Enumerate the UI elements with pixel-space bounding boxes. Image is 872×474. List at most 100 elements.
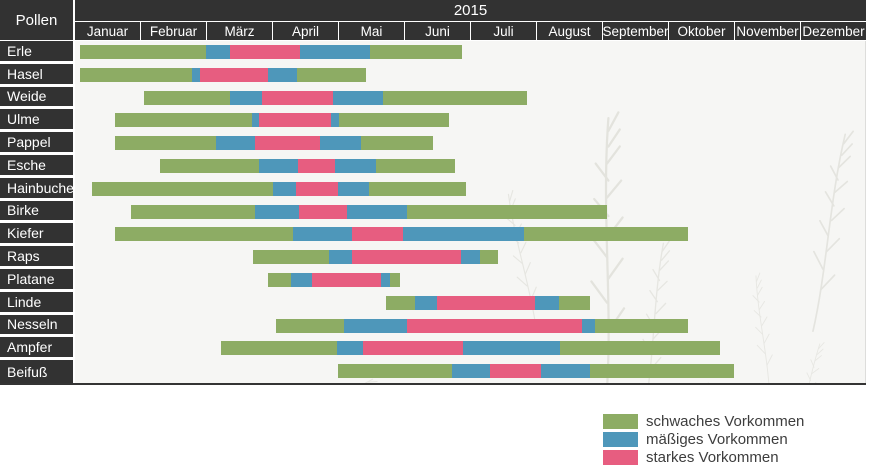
pollen-row-label: Ulme [0,109,73,133]
legend-item: starkes Vorkommen [603,450,804,465]
bar-segment-schwach [390,272,400,287]
bar-segment-stark [258,113,331,128]
pollen-row: Hasel [0,63,866,87]
month-header-dezember: Dezember [801,22,866,40]
bar-segment-stark [254,136,321,151]
pollen-row: Pappel [0,132,866,155]
month-header-november: November [735,22,801,40]
bar-segment-maessig [347,204,408,219]
bar-segment-maessig [581,318,596,333]
bar-segment-schwach [479,250,499,265]
bar-segment-stark [351,250,462,265]
bar-segment-maessig [206,45,230,59]
bar-segment-maessig [291,272,313,287]
month-header-april: April [273,22,339,40]
bar-segment-stark [351,227,404,242]
pollen-row: Ampfer [0,337,866,361]
bar-segment-schwach [589,364,735,379]
bar-segment-schwach [276,318,344,333]
pollen-row-track [75,132,866,155]
pollen-row-label: Linde [0,291,73,315]
pollen-row: Hainbuche [0,177,866,201]
year-header: 2015 [75,0,866,21]
month-header-januar: Januar [75,22,141,40]
legend-label: schwaches Vorkommen [646,413,805,430]
bar-segment-stark [200,67,269,82]
bar-segment-maessig [320,136,362,151]
pollen-row: Beifuß [0,360,866,383]
pollen-row-track [75,155,866,178]
pollen-row-track [75,64,866,87]
pollen-row-track [75,246,866,269]
bar-segment-maessig [343,318,408,333]
pollen-row-label: Hainbuche [0,177,73,201]
pollen-row-track [75,269,866,292]
pollen-row: Erle [0,41,866,64]
month-header-februar: Februar [141,22,207,40]
bar-segment-schwach [115,113,253,128]
pollen-row-label: Ampfer [0,337,73,361]
pollen-row-label: Raps [0,246,73,269]
bar-segment-schwach [560,341,721,356]
bar-segment-schwach [407,204,607,219]
bar-segment-schwach [221,341,337,356]
bar-segment-maessig [403,227,524,242]
bar-segment-schwach [386,295,416,310]
pollen-row-track [75,201,866,224]
bar-segment-maessig [229,90,263,105]
bar-segment-stark [436,295,536,310]
bar-segment-stark [490,364,542,379]
pollen-row-track [75,337,866,360]
bar-segment-maessig [330,113,340,128]
bar-segment-schwach [144,90,230,105]
bar-segment-maessig [328,250,352,265]
pollen-row-track [75,41,866,64]
pollen-row: Raps [0,246,866,269]
month-header-august: August [537,22,603,40]
legend-label: mäßiges Vorkommen [646,431,788,448]
year-label: 2015 [453,2,488,19]
bar-segment-schwach [382,90,528,105]
bar-segment-maessig [541,364,590,379]
bar-segment-schwach [160,158,259,173]
bar-segment-stark [407,318,582,333]
bar-segment-stark [299,204,348,219]
bar-segment-schwach [131,204,255,219]
bar-segment-maessig [192,67,201,82]
bar-segment-schwach [370,45,462,59]
month-header-september: September [603,22,669,40]
bar-segment-schwach [368,181,466,196]
pollen-row-track [75,87,866,110]
bar-segment-maessig [415,295,437,310]
pollen-row-label: Hasel [0,63,73,87]
bar-segment-schwach [338,364,453,379]
bar-segment-stark [312,272,381,287]
month-header-juli: Juli [471,22,537,40]
bar-segment-stark [295,181,338,196]
bar-segment-maessig [334,158,377,173]
pollen-row-track [75,109,866,132]
bar-segment-schwach [80,67,193,82]
bar-segment-maessig [336,341,364,356]
pollen-row-label: Kiefer [0,223,73,247]
bar-segment-stark [229,45,300,59]
bar-segment-stark [363,341,464,356]
bar-segment-maessig [338,181,369,196]
bar-segment-schwach [376,158,456,173]
bar-segment-schwach [523,227,689,242]
bar-segment-maessig [293,227,352,242]
pollen-row-label: Erle [0,41,73,64]
pollen-row-track [75,360,866,383]
calendar-table: Pollen 2015 Januar Februar März April Mai Jun… [0,0,866,385]
pollen-row-track [75,292,866,315]
pollen-row-label: Esche [0,154,73,178]
bar-segment-schwach [558,295,590,310]
bar-segment-maessig [380,272,391,287]
bar-segment-stark [297,158,335,173]
bar-segment-maessig [461,250,480,265]
pollen-row-label: Nesseln [0,314,73,338]
bar-segment-maessig [463,341,561,356]
pollen-row: Weide [0,86,866,110]
pollen-column-header: Pollen [0,0,73,40]
